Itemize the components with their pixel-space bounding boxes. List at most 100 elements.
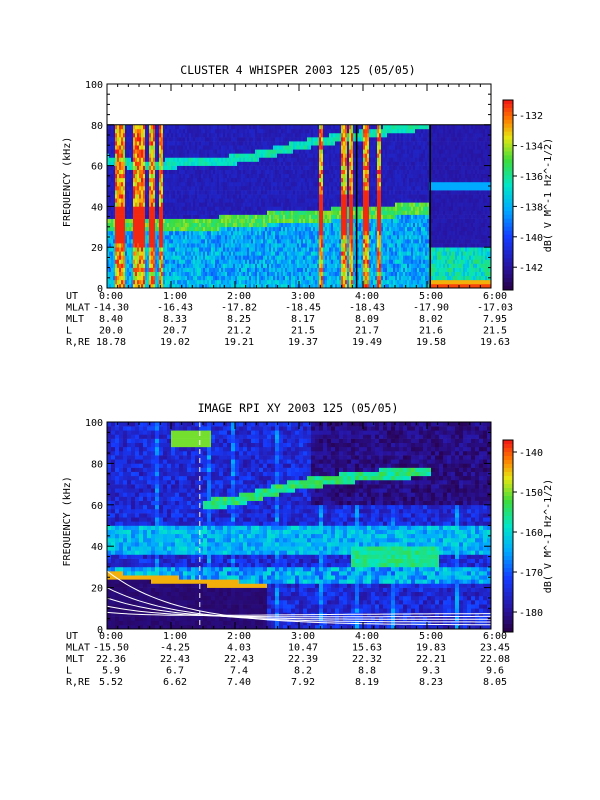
spectrogram-cell: [175, 190, 178, 195]
spectrogram-cell: [175, 153, 178, 158]
spectrogram-cell: [259, 181, 262, 187]
spectrogram-cell: [281, 267, 284, 272]
spectrogram-cell: [321, 214, 324, 219]
spectrogram-cell: [285, 173, 288, 179]
spectrogram-cell: [261, 226, 264, 232]
spectrogram-cell: [247, 141, 250, 146]
spectrogram-cell: [173, 194, 176, 199]
spectrogram-cell: [315, 255, 318, 260]
spectrogram-cell: [289, 283, 292, 289]
spectrogram-cell: [269, 226, 272, 232]
spectrogram-cell: [213, 132, 216, 138]
spectrogram-cell: [221, 263, 224, 268]
spectrogram-cell: [175, 243, 178, 248]
spectrogram-cell: [213, 214, 216, 219]
spectrogram-cell: [211, 177, 214, 183]
spectrogram-cell: [165, 161, 168, 166]
spectrogram-cell: [151, 255, 154, 260]
spectrogram-cell: [201, 145, 204, 150]
spectrogram-cell: [115, 239, 118, 244]
spectrogram-cell: [265, 145, 268, 150]
spectrogram-cell: [279, 198, 282, 203]
spectrogram-cell: [135, 141, 138, 146]
spectrogram-cell: [321, 222, 324, 228]
spectrogram-cell: [243, 198, 246, 203]
spectrogram-cell: [171, 234, 174, 240]
spectrogram-cell: [205, 255, 208, 260]
spectrogram-cell: [249, 202, 252, 207]
spectrogram-cell: [327, 239, 330, 244]
spectrogram-cell: [343, 186, 346, 191]
spectrogram-cell: [123, 124, 126, 130]
spectrogram-cell: [195, 190, 198, 195]
spectrogram-cell: [151, 239, 154, 244]
spectrogram-cell: [333, 124, 336, 130]
spectrogram-cell: [195, 141, 198, 146]
spectrogram-cell: [185, 149, 188, 154]
spectrogram-cell: [163, 181, 166, 187]
spectrogram-cell: [291, 222, 294, 228]
spectrogram-cell: [207, 206, 210, 211]
spectrogram-cell: [163, 255, 166, 260]
spectrogram-cell: [197, 169, 200, 175]
spectrogram-cell: [111, 247, 114, 252]
spectrogram-cell: [177, 149, 180, 154]
spectrogram-cell: [151, 283, 154, 289]
spectrogram-cell: [329, 251, 332, 256]
spectrogram-cell: [153, 194, 156, 199]
spectrogram-cell: [197, 141, 200, 146]
spectrogram-cell: [211, 243, 214, 248]
spectrogram-cell: [291, 243, 294, 248]
spectrogram-cell: [303, 206, 306, 211]
spectrogram-cell: [187, 132, 190, 138]
spectrogram-cell: [327, 251, 330, 256]
spectrogram-cell: [173, 230, 176, 236]
spectrogram-cell: [317, 226, 320, 232]
spectrogram-cell: [165, 230, 168, 236]
spectrogram-cell: [297, 198, 300, 203]
spectrogram-cell: [249, 190, 252, 195]
spectrogram-cell: [131, 275, 134, 281]
spectrogram-cell: [273, 124, 276, 130]
spectrogram-cell: [221, 137, 224, 142]
spectrogram-cell: [351, 251, 354, 256]
spectrogram-cell: [107, 230, 110, 236]
spectrogram-cell: [153, 173, 156, 179]
spectrogram-cell: [335, 226, 338, 232]
spectrogram-cell: [239, 226, 242, 232]
spectrogram-cell: [195, 222, 198, 228]
spectrogram-cell: [287, 234, 290, 240]
spectrogram-cell: [343, 181, 346, 187]
spectrogram-cell: [309, 149, 312, 154]
spectrogram-cell: [341, 157, 344, 162]
spectrogram-cell: [233, 161, 236, 166]
spectrogram-cell: [175, 198, 178, 203]
spectrogram-cell: [273, 177, 276, 183]
spectrogram-cell: [267, 128, 270, 134]
spectrogram-cell: [267, 161, 270, 166]
spectrogram-cell: [263, 194, 266, 199]
spectrogram-cell: [297, 251, 300, 256]
spectrogram-cell: [245, 255, 248, 260]
spectrogram-cell: [175, 259, 178, 264]
spectrogram-cell: [233, 247, 236, 252]
spectrogram-cell: [293, 128, 296, 134]
spectrogram-cell: [271, 157, 274, 162]
spectrogram-cell: [133, 247, 136, 252]
spectrogram-cell: [253, 230, 256, 236]
spectrogram-cell: [149, 198, 152, 203]
spectrogram-cell: [331, 210, 334, 215]
spectrogram-cell: [335, 141, 338, 146]
spectrogram-cell: [167, 173, 170, 179]
spectrogram-cell: [327, 247, 330, 252]
spectrogram-cell: [257, 214, 260, 219]
spectrogram-cell: [301, 194, 304, 199]
spectrogram-cell: [263, 169, 266, 175]
spectrogram-cell: [153, 132, 156, 138]
spectrogram-cell: [303, 161, 306, 166]
spectrogram-cell: [287, 214, 290, 219]
spectrogram-cell: [139, 255, 142, 260]
spectrogram-cell: [207, 128, 210, 134]
spectrogram-cell: [323, 186, 326, 191]
spectrogram-cell: [215, 243, 218, 248]
